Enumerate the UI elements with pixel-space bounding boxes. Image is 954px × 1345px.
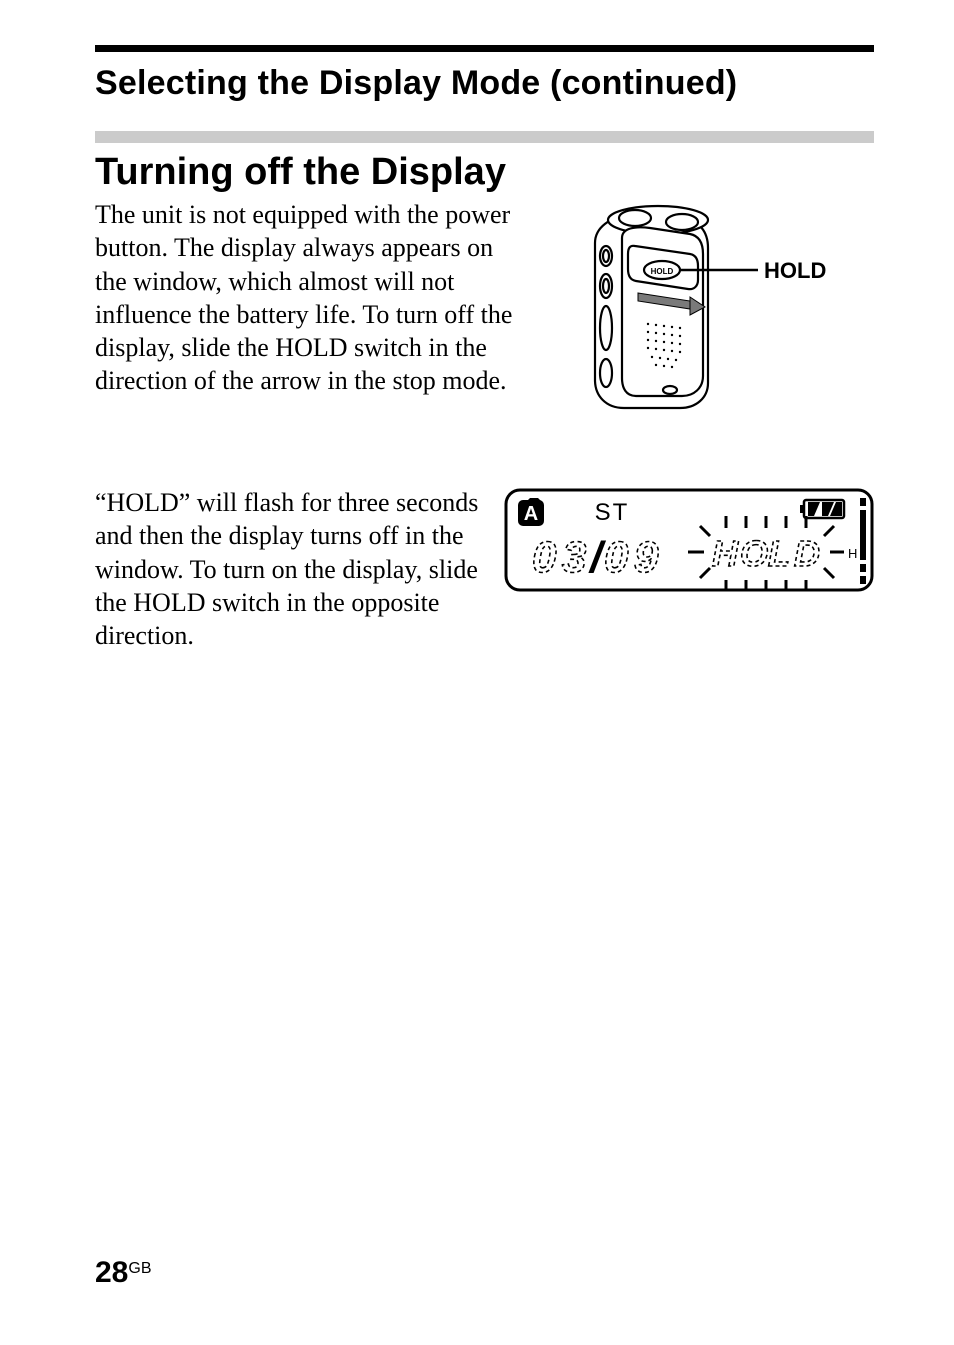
- svg-text:H: H: [848, 546, 857, 561]
- device-illustration: HOLD: [540, 198, 860, 418]
- lcd-illustration: A ST 0 3 / 0 9: [504, 486, 874, 596]
- svg-text:3: 3: [562, 533, 586, 582]
- svg-text:L: L: [768, 533, 790, 574]
- page-number: 28GB: [95, 1256, 152, 1290]
- row-para1: The unit is not equipped with the power …: [95, 198, 874, 418]
- manual-page: Selecting the Display Mode (continued) T…: [0, 0, 954, 1345]
- svg-text:HOLD: HOLD: [650, 267, 673, 276]
- section-grey-rule: [95, 131, 874, 143]
- section-heading: Turning off the Display: [95, 151, 874, 194]
- lcd-folder-letter: A: [524, 503, 538, 525]
- hold-callout-label: HOLD: [764, 258, 826, 283]
- paragraph-1: The unit is not equipped with the power …: [95, 198, 525, 398]
- page-number-lang: GB: [128, 1260, 151, 1277]
- paragraph-2: “HOLD” will flash for three seconds and …: [95, 486, 484, 652]
- svg-text:9: 9: [634, 533, 659, 582]
- lcd-st-indicator: ST: [595, 499, 630, 526]
- svg-text:O: O: [740, 533, 768, 574]
- page-number-value: 28: [95, 1256, 128, 1289]
- lcd-counter-left: 0 3 / 0 9: [532, 533, 659, 582]
- svg-text:0: 0: [532, 533, 557, 582]
- row-para2: “HOLD” will flash for three seconds and …: [95, 486, 874, 652]
- svg-text:H: H: [712, 533, 739, 574]
- device-figure-column: HOLD: [525, 198, 874, 418]
- svg-text:0: 0: [604, 533, 629, 582]
- chapter-heading: Selecting the Display Mode (continued): [95, 64, 874, 103]
- svg-text:D: D: [794, 533, 820, 574]
- lcd-figure-column: A ST 0 3 / 0 9: [484, 486, 874, 596]
- top-horizontal-rule: [95, 45, 874, 52]
